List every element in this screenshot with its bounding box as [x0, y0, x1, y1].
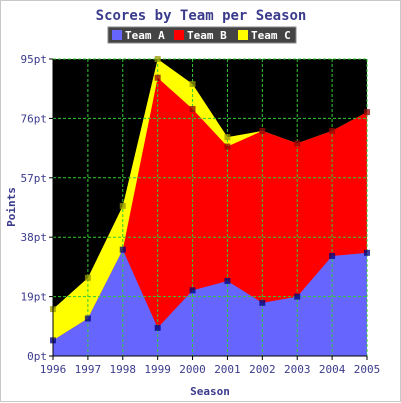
- x-tick-label: 2003: [284, 363, 311, 376]
- point-team-c: [120, 203, 126, 209]
- point-team-c: [224, 134, 230, 140]
- y-tick-label: 19pt: [21, 291, 48, 304]
- y-axis-label: Points: [5, 187, 18, 227]
- x-tick-label: 2004: [319, 363, 346, 376]
- point-team-a: [85, 315, 91, 321]
- legend: Team A Team B Team C: [108, 27, 296, 43]
- point-team-a: [120, 247, 126, 253]
- point-team-b: [329, 128, 335, 134]
- y-tick-label: 76pt: [21, 112, 48, 125]
- point-team-b: [155, 75, 161, 81]
- point-team-a: [329, 253, 335, 259]
- y-tick-label: 38pt: [21, 231, 48, 244]
- point-team-b: [364, 109, 370, 115]
- point-team-a: [224, 278, 230, 284]
- x-tick-label: 1998: [110, 363, 137, 376]
- x-tick-label: 1999: [144, 363, 171, 376]
- point-team-c: [190, 81, 196, 87]
- point-team-a: [190, 287, 196, 293]
- y-tick-label: 95pt: [21, 53, 48, 66]
- y-tick-label: 57pt: [21, 172, 48, 185]
- x-axis-label: Season: [190, 385, 230, 398]
- point-team-b: [224, 144, 230, 150]
- legend-label: Team B: [187, 29, 227, 42]
- legend-swatch: [238, 30, 248, 40]
- point-team-b: [294, 140, 300, 146]
- point-team-c: [85, 275, 91, 281]
- point-team-b: [259, 128, 265, 134]
- point-team-a: [155, 325, 161, 331]
- x-tick-label: 1997: [75, 363, 102, 376]
- x-tick-label: 2000: [179, 363, 206, 376]
- x-tick-label: 2001: [214, 363, 241, 376]
- x-tick-label: 2005: [354, 363, 381, 376]
- point-team-a: [259, 300, 265, 306]
- chart-title: Scores by Team per Season: [96, 8, 307, 24]
- x-tick-label: 2002: [249, 363, 276, 376]
- legend-label: Team A: [125, 29, 165, 42]
- point-team-b: [190, 106, 196, 112]
- point-team-a: [364, 250, 370, 256]
- x-tick-label: 1996: [40, 363, 67, 376]
- y-tick-label: 0pt: [27, 350, 47, 363]
- point-team-a: [294, 294, 300, 300]
- legend-swatch: [174, 30, 184, 40]
- legend-label: Team C: [251, 29, 291, 42]
- legend-swatch: [112, 30, 122, 40]
- point-team-c: [155, 56, 161, 62]
